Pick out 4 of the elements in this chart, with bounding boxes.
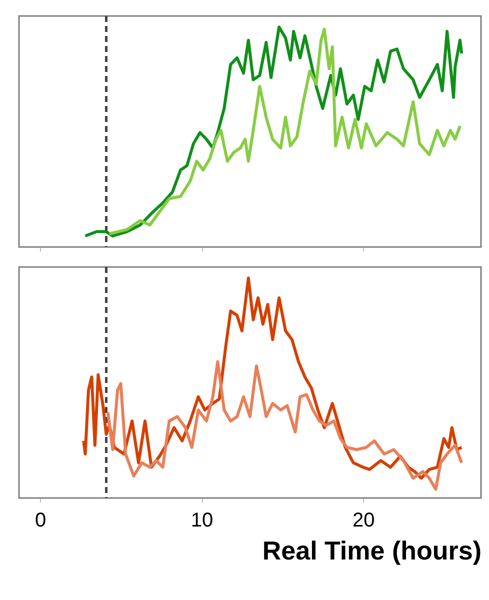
x-axis-title: Real Time (hours) (262, 536, 482, 566)
x-tick-label: 10 (190, 510, 214, 532)
x-tick-label: 0 (34, 510, 46, 532)
x-tick-label: 20 (352, 510, 375, 532)
